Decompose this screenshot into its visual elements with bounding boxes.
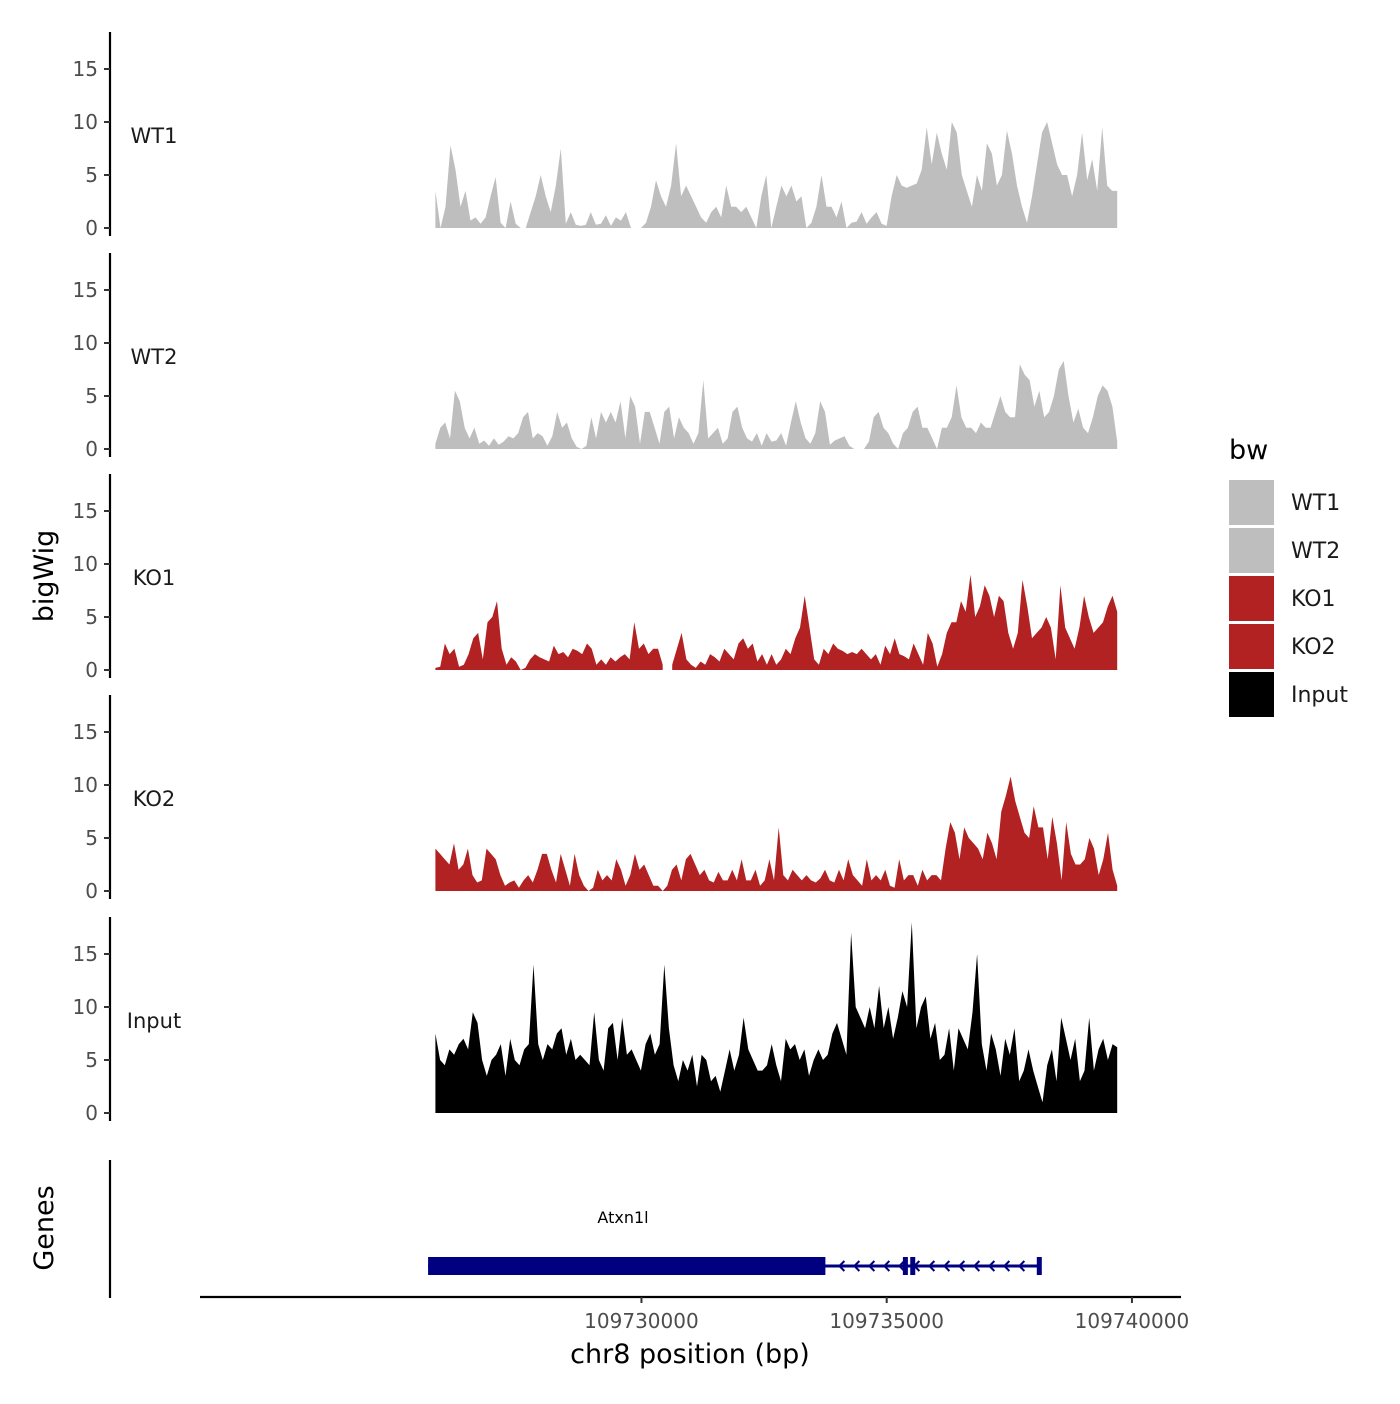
y-tick-label: 0 [85, 1101, 98, 1125]
track-ko2: 0 5 10 15 KO2 [73, 695, 1118, 903]
legend-swatch-wt1 [1229, 480, 1274, 525]
y-tick-label: 0 [85, 437, 98, 461]
legend-label-input: Input [1291, 683, 1348, 708]
y-tick-label: 10 [73, 552, 98, 576]
track-ko1: 0 5 10 15 KO1 [73, 474, 1118, 682]
strand-arrow [897, 1260, 906, 1272]
coverage-tracks: 0 5 10 15 WT1 0 5 10 15 WT2 0 5 10 15 KO1 0 5 10 15 KO2 0 5 10… [73, 32, 1118, 1125]
legend-swatch-ko1 [1229, 576, 1274, 621]
y-tick-label: 15 [73, 57, 98, 81]
track-wt1: 0 5 10 15 WT1 [73, 32, 1118, 240]
coverage-area-wt1 [435, 145, 631, 228]
y-tick-label: 15 [73, 720, 98, 744]
y-tick-label: 15 [73, 942, 98, 966]
y-tick-label: 0 [85, 879, 98, 903]
gene-atxn1l: Atxn1l [428, 1208, 1042, 1275]
coverage-area-wt2 [435, 380, 855, 449]
track-label: WT1 [131, 124, 178, 148]
y-axis-title-genes: Genes [29, 1185, 60, 1270]
strand-arrow [852, 1260, 861, 1272]
gene-exon [910, 1257, 916, 1275]
y-tick-label: 10 [73, 995, 98, 1019]
y-tick-label: 0 [85, 658, 98, 682]
y-tick-label: 5 [85, 605, 98, 629]
track-input: 0 5 10 15 Input [73, 917, 1118, 1125]
x-tick-label: 109735000 [829, 1309, 944, 1333]
legend-title: bw [1229, 435, 1268, 466]
y-tick-label: 5 [85, 384, 98, 408]
legend-label-ko2: KO2 [1291, 635, 1336, 660]
y-tick-label: 10 [73, 331, 98, 355]
y-tick-label: 10 [73, 773, 98, 797]
y-tick-label: 5 [85, 163, 98, 187]
track-wt2: 0 5 10 15 WT2 [73, 253, 1118, 461]
strand-arrow [1002, 1260, 1011, 1272]
gene-exon [902, 1257, 908, 1275]
gene-exon [428, 1257, 826, 1275]
track-label: WT2 [131, 345, 178, 369]
strand-arrow [942, 1260, 951, 1272]
coverage-area-input [435, 922, 1118, 1113]
y-tick-label: 15 [73, 278, 98, 302]
x-axis: 109730000 109735000 109740000 [200, 1295, 1190, 1333]
legend-label-ko1: KO1 [1291, 587, 1336, 612]
strand-arrow [957, 1260, 966, 1272]
y-axis-title-bigwig: bigWig [29, 530, 60, 623]
strand-arrow [882, 1260, 891, 1272]
strand-arrow [837, 1260, 846, 1272]
legend-swatch-input [1229, 672, 1274, 717]
strand-arrow [972, 1260, 981, 1272]
y-tick-label: 10 [73, 110, 98, 134]
y-tick-label: 0 [85, 216, 98, 240]
coverage-area-wt1 [641, 122, 1118, 228]
gene-exon [1036, 1257, 1042, 1275]
track-label: Input [127, 1009, 181, 1033]
track-label: KO1 [133, 566, 176, 590]
strand-arrow [1017, 1260, 1026, 1272]
strand-arrow [987, 1260, 996, 1272]
x-axis-title: chr8 position (bp) [570, 1339, 810, 1370]
coverage-area-ko2 [435, 776, 1118, 891]
y-tick-label: 5 [85, 826, 98, 850]
strand-arrow [927, 1260, 936, 1272]
y-tick-label: 5 [85, 1048, 98, 1072]
legend: bw WT1 WT2 KO1 KO2 Input [1229, 435, 1348, 717]
track-label: KO2 [133, 787, 176, 811]
legend-swatch-wt2 [1229, 528, 1274, 573]
strand-arrow [867, 1260, 876, 1272]
gene-name-label: Atxn1l [597, 1208, 648, 1227]
y-tick-label: 15 [73, 499, 98, 523]
coverage-area-wt2 [864, 361, 1118, 449]
x-tick-label: 109730000 [584, 1309, 699, 1333]
legend-swatch-ko2 [1229, 624, 1274, 669]
legend-label-wt1: WT1 [1291, 491, 1340, 516]
genes-panel: Atxn1l [108, 1160, 1042, 1298]
coverage-area-ko1 [672, 574, 1118, 670]
legend-label-wt2: WT2 [1291, 539, 1340, 564]
coverage-area-ko1 [435, 601, 663, 670]
x-tick-label: 109740000 [1075, 1309, 1190, 1333]
